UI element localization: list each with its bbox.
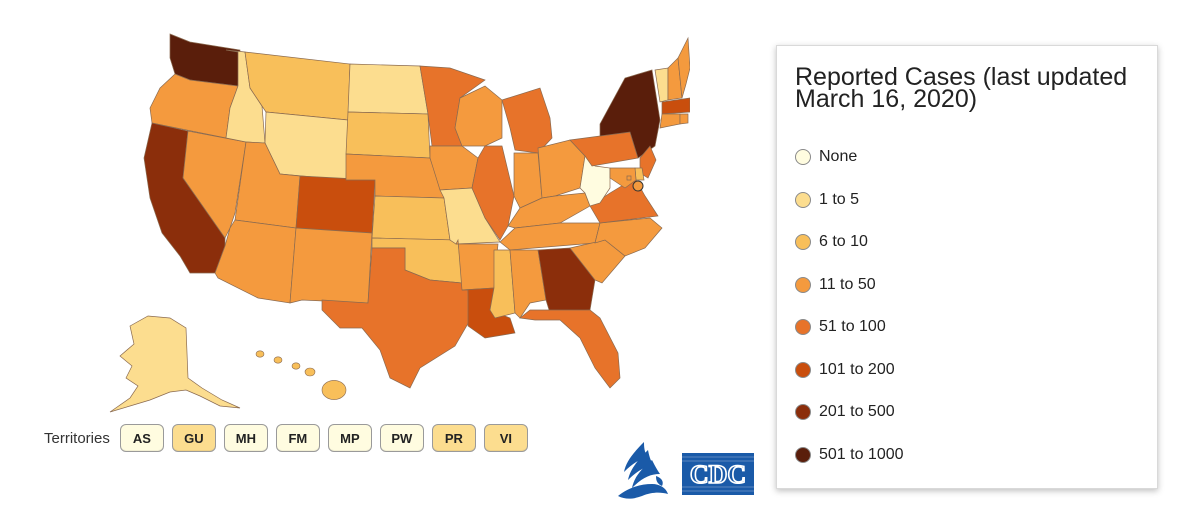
legend-label: None bbox=[819, 148, 858, 165]
legend-title: Reported Cases (last updated March 16, 2… bbox=[795, 63, 1128, 113]
state-tx[interactable] bbox=[321, 247, 471, 389]
state-hi-island[interactable] bbox=[321, 380, 347, 400]
legend-label: 101 to 200 bbox=[819, 360, 895, 378]
legend-label: 501 to 1000 bbox=[819, 445, 904, 463]
territory-button-mp[interactable]: MP bbox=[327, 424, 372, 452]
legend-label: 51 to 100 bbox=[819, 318, 886, 335]
state-sd[interactable] bbox=[345, 111, 431, 159]
legend-item[interactable]: 51 to 100 bbox=[795, 317, 886, 337]
state-de[interactable] bbox=[634, 167, 645, 181]
legend-label: 201 to 500 bbox=[819, 403, 895, 420]
state-me[interactable] bbox=[677, 36, 690, 99]
legend-item[interactable]: 501 to 1000 bbox=[795, 445, 904, 465]
hawaii-inset bbox=[255, 350, 347, 400]
territory-button-fm[interactable]: FM bbox=[275, 424, 320, 452]
legend-swatch bbox=[795, 361, 811, 378]
state-ct[interactable] bbox=[659, 113, 681, 129]
territories-label: Territories bbox=[44, 429, 110, 447]
alaska-inset bbox=[109, 315, 241, 413]
legend-label: 11 to 50 bbox=[819, 275, 876, 293]
state-co[interactable] bbox=[295, 175, 376, 234]
state-ri[interactable] bbox=[679, 113, 689, 125]
territory-button-pw[interactable]: PW bbox=[379, 424, 424, 452]
state-nm[interactable] bbox=[289, 227, 373, 304]
legend-item[interactable]: 101 to 200 bbox=[795, 360, 895, 380]
state-hi-island[interactable] bbox=[273, 356, 283, 364]
state-hi-island[interactable] bbox=[291, 362, 301, 370]
state-vt[interactable] bbox=[654, 67, 669, 103]
state-hi-island[interactable] bbox=[255, 350, 265, 358]
state-ak[interactable] bbox=[109, 315, 241, 413]
legend-item[interactable]: 6 to 10 bbox=[795, 232, 868, 252]
legend-swatch bbox=[795, 276, 811, 293]
legend-item[interactable]: None bbox=[795, 147, 857, 167]
state-wi[interactable] bbox=[454, 85, 503, 147]
territory-button-mh[interactable]: MH bbox=[223, 424, 268, 452]
state-fl[interactable] bbox=[519, 309, 621, 389]
state-ks[interactable] bbox=[371, 195, 451, 241]
legend-swatch bbox=[795, 191, 811, 208]
state-dc[interactable] bbox=[626, 175, 632, 181]
legend-panel: Reported Cases (last updated March 16, 2… bbox=[776, 45, 1158, 489]
territory-button-pr[interactable]: PR bbox=[431, 424, 476, 452]
state-il[interactable] bbox=[471, 145, 515, 241]
territories-bar: Territories AS GU MH FM MP PW PR VI bbox=[44, 424, 528, 452]
us-map bbox=[90, 28, 690, 413]
state-ny[interactable] bbox=[599, 69, 661, 159]
state-hi-island[interactable] bbox=[304, 367, 316, 377]
legend-swatch bbox=[795, 446, 811, 463]
state-mi[interactable] bbox=[501, 87, 553, 154]
state-ar[interactable] bbox=[455, 238, 499, 291]
territory-button-as[interactable]: AS bbox=[119, 424, 164, 452]
legend-label: 1 to 5 bbox=[819, 190, 860, 208]
territory-button-vi[interactable]: VI bbox=[483, 424, 528, 452]
legend-item[interactable]: 1 to 5 bbox=[795, 190, 859, 210]
dc-marker[interactable] bbox=[632, 180, 644, 192]
state-md[interactable] bbox=[609, 167, 637, 189]
legend-swatch bbox=[795, 319, 811, 335]
state-nd[interactable] bbox=[347, 63, 429, 115]
territory-button-gu[interactable]: GU bbox=[171, 424, 216, 452]
legend-item[interactable]: 11 to 50 bbox=[795, 275, 876, 295]
legend-label: 6 to 10 bbox=[819, 233, 868, 250]
legend-swatch bbox=[795, 149, 811, 165]
cdc-logo: CDC bbox=[682, 453, 754, 495]
legend-item[interactable]: 201 to 500 bbox=[795, 402, 895, 422]
us-states-map bbox=[143, 33, 690, 389]
state-ma[interactable] bbox=[661, 97, 690, 115]
cdc-wordmark: CDC bbox=[690, 460, 746, 489]
legend-swatch bbox=[795, 404, 811, 420]
legend-swatch bbox=[795, 234, 811, 250]
hhs-eagle-logo bbox=[618, 442, 668, 499]
